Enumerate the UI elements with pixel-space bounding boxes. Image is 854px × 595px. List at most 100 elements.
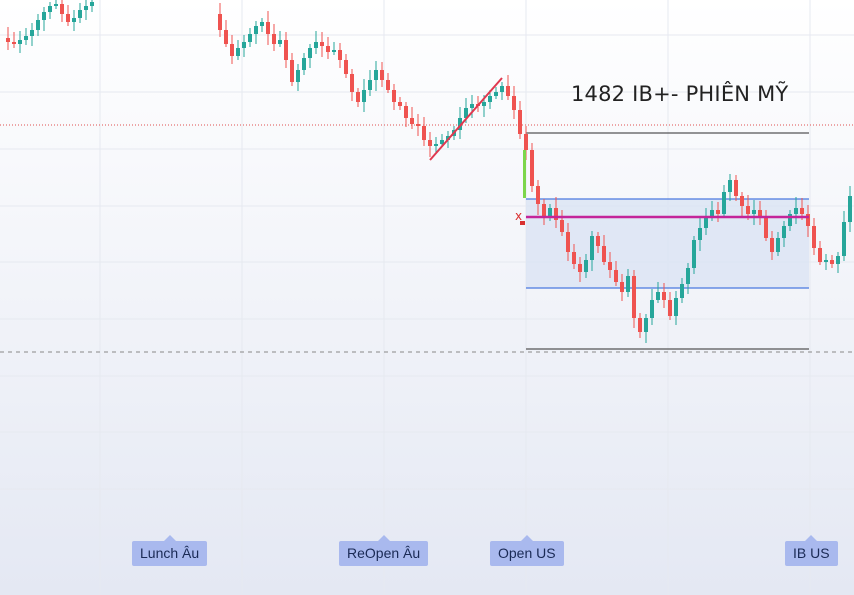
candle-body xyxy=(788,214,792,226)
candle-body xyxy=(470,104,474,108)
candle-body xyxy=(542,204,546,218)
candle-body xyxy=(836,256,840,264)
candle-body xyxy=(704,218,708,228)
candle-body xyxy=(650,300,654,318)
candle-body xyxy=(242,42,246,48)
candle-body xyxy=(710,210,714,218)
candle-body xyxy=(12,42,16,44)
candle-body xyxy=(734,180,738,196)
candle-body xyxy=(656,292,660,300)
candle-body xyxy=(260,22,264,26)
session-label-reopen-au[interactable]: ReOpen Âu xyxy=(339,535,429,566)
candle-body xyxy=(524,134,528,150)
candle-body xyxy=(764,218,768,238)
candle-body xyxy=(42,12,46,20)
candle-body xyxy=(572,252,576,264)
candle-body xyxy=(662,292,666,300)
candle-body xyxy=(332,50,336,52)
candle-body xyxy=(236,48,240,56)
chart-annotation[interactable]: 1482 IB+- PHIÊN MỸ xyxy=(571,82,789,106)
candle-body xyxy=(308,48,312,58)
candle-body xyxy=(740,196,744,206)
candle-body xyxy=(566,232,570,252)
candle-body xyxy=(320,42,324,46)
candle-body xyxy=(36,20,40,30)
candle-body xyxy=(230,44,234,56)
candle-body xyxy=(506,86,510,96)
candle-body xyxy=(758,210,762,218)
candle-body xyxy=(800,208,804,214)
candles xyxy=(6,0,852,343)
candle-body xyxy=(794,208,798,214)
candle-body xyxy=(500,86,504,92)
candle-body xyxy=(806,214,810,226)
candle-body xyxy=(632,276,636,318)
candle-body xyxy=(54,4,58,6)
candle-body xyxy=(638,318,642,332)
candle-body xyxy=(596,236,600,246)
candle-body xyxy=(482,102,486,106)
candle-body xyxy=(278,40,282,44)
candle-body xyxy=(284,40,288,60)
candle-body xyxy=(668,300,672,316)
candle-body xyxy=(84,6,88,10)
candle-body xyxy=(626,276,630,292)
candle-body xyxy=(782,226,786,238)
candle-body xyxy=(66,14,70,22)
candle-body xyxy=(578,264,582,272)
candle-body xyxy=(848,196,852,222)
candle-body xyxy=(722,192,726,214)
drawing-overlays xyxy=(429,77,809,225)
candle-body xyxy=(620,282,624,292)
candle-body xyxy=(518,110,522,134)
candle-body xyxy=(6,38,10,42)
candle-body xyxy=(272,34,276,44)
candle-body xyxy=(326,46,330,52)
candle-body xyxy=(608,262,612,270)
candle-body xyxy=(78,10,82,18)
candle-body xyxy=(614,270,618,282)
trend-line xyxy=(429,77,503,161)
candle-body xyxy=(398,102,402,106)
candle-body xyxy=(416,124,420,126)
candle-body xyxy=(440,140,444,144)
candle-body xyxy=(344,60,348,74)
candle-body xyxy=(302,58,306,70)
candle-body xyxy=(818,248,822,262)
session-label-lunch-au[interactable]: Lunch Âu xyxy=(132,535,208,566)
candle-body xyxy=(356,92,360,102)
candle-body xyxy=(698,228,702,240)
marker-dot xyxy=(520,221,525,225)
candle-body xyxy=(770,238,774,252)
candle-body xyxy=(602,246,606,262)
candle-body xyxy=(24,36,28,40)
candle-body xyxy=(90,2,94,6)
candle-body xyxy=(752,210,756,214)
candle-body xyxy=(296,70,300,82)
candle-body xyxy=(428,140,432,146)
session-label-open-us[interactable]: Open US xyxy=(490,535,564,566)
candle-body xyxy=(434,144,438,146)
candle-body xyxy=(824,260,828,262)
candle-body xyxy=(404,106,408,118)
candle-body xyxy=(392,90,396,102)
candle-body xyxy=(362,90,366,102)
candle-body xyxy=(224,30,228,44)
candle-body xyxy=(716,210,720,214)
candle-body xyxy=(548,208,552,218)
candle-body xyxy=(644,318,648,332)
open-us-bar xyxy=(523,150,526,198)
candle-body xyxy=(338,50,342,60)
candle-body xyxy=(590,236,594,260)
session-label-ib-us[interactable]: IB US xyxy=(785,535,838,566)
candle-body xyxy=(812,226,816,248)
candle-body xyxy=(218,14,222,30)
candle-body xyxy=(266,22,270,34)
candle-body xyxy=(842,222,846,256)
candle-body xyxy=(72,18,76,22)
candle-body xyxy=(314,42,318,48)
candle-body xyxy=(554,208,558,220)
candle-body xyxy=(60,4,64,14)
